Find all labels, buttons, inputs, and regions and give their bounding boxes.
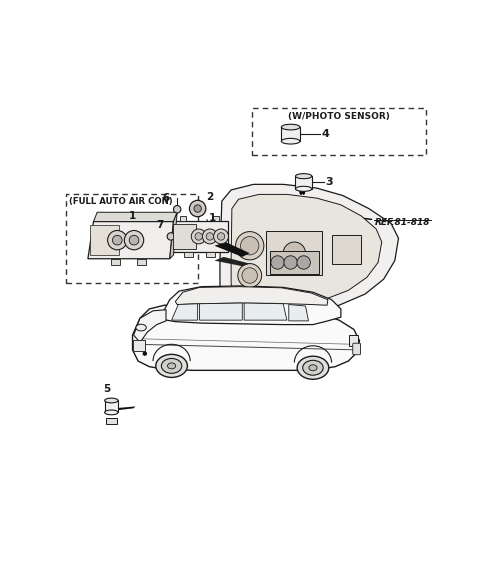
Circle shape (297, 256, 311, 269)
Bar (66, 194, 198, 283)
Circle shape (195, 233, 203, 240)
Ellipse shape (281, 139, 300, 144)
Bar (172, 224, 195, 250)
Circle shape (143, 351, 147, 356)
Polygon shape (172, 304, 198, 320)
Circle shape (206, 233, 214, 240)
Bar (133, 340, 145, 351)
Text: REF.81-818: REF.81-818 (374, 218, 430, 227)
Circle shape (167, 233, 175, 240)
FancyBboxPatch shape (353, 343, 360, 355)
Bar (266, 231, 322, 275)
Ellipse shape (105, 410, 118, 415)
Bar (180, 216, 186, 221)
Ellipse shape (296, 186, 312, 191)
Circle shape (194, 205, 202, 212)
Circle shape (240, 236, 259, 255)
Ellipse shape (156, 354, 187, 377)
Circle shape (203, 229, 217, 244)
Circle shape (242, 268, 257, 283)
Text: 6: 6 (163, 193, 170, 203)
Ellipse shape (105, 398, 118, 403)
Polygon shape (200, 303, 242, 320)
Polygon shape (170, 212, 177, 259)
Circle shape (214, 229, 228, 244)
Circle shape (190, 200, 206, 217)
Text: 5: 5 (103, 384, 110, 393)
Circle shape (112, 235, 122, 245)
Polygon shape (289, 305, 309, 321)
Circle shape (284, 256, 297, 269)
Polygon shape (231, 194, 382, 307)
Text: 1: 1 (129, 211, 136, 221)
Bar (137, 259, 146, 264)
Bar (213, 216, 219, 221)
Polygon shape (215, 257, 250, 266)
Bar (171, 221, 228, 252)
Polygon shape (244, 303, 287, 320)
Polygon shape (175, 287, 328, 305)
Polygon shape (160, 286, 341, 325)
Polygon shape (94, 212, 177, 221)
Bar (252, 108, 426, 155)
Bar (296, 176, 312, 189)
Bar (184, 252, 193, 258)
Circle shape (236, 232, 264, 260)
Bar (281, 127, 300, 141)
Circle shape (191, 229, 206, 244)
Circle shape (173, 205, 181, 213)
Text: 1: 1 (209, 213, 216, 223)
Bar (111, 259, 120, 264)
Circle shape (108, 231, 127, 250)
Ellipse shape (136, 324, 146, 331)
Text: (W/PHOTO SENSOR): (W/PHOTO SENSOR) (288, 112, 390, 121)
Bar (90, 224, 119, 255)
Ellipse shape (161, 358, 182, 373)
Ellipse shape (303, 361, 323, 375)
Bar (332, 235, 361, 264)
Text: (FULL AUTO AIR CON): (FULL AUTO AIR CON) (69, 197, 173, 206)
Bar (106, 417, 117, 424)
Text: 2: 2 (206, 193, 213, 202)
Text: 4: 4 (322, 129, 330, 139)
Circle shape (124, 231, 144, 250)
Ellipse shape (281, 124, 300, 130)
Text: 3: 3 (325, 178, 333, 187)
Bar (105, 400, 118, 412)
Circle shape (217, 233, 225, 240)
Circle shape (129, 235, 139, 245)
Polygon shape (215, 242, 250, 257)
Bar (206, 252, 215, 258)
Circle shape (271, 256, 284, 269)
Ellipse shape (168, 363, 176, 369)
Polygon shape (132, 305, 360, 370)
Polygon shape (118, 407, 135, 410)
Circle shape (283, 242, 306, 264)
Polygon shape (220, 185, 398, 315)
Ellipse shape (296, 174, 312, 179)
Bar (270, 251, 319, 274)
Polygon shape (88, 221, 173, 259)
Polygon shape (133, 310, 166, 343)
Circle shape (238, 263, 262, 288)
Ellipse shape (309, 365, 317, 371)
Ellipse shape (297, 356, 329, 380)
Text: 7: 7 (156, 220, 163, 230)
Bar (349, 335, 358, 346)
